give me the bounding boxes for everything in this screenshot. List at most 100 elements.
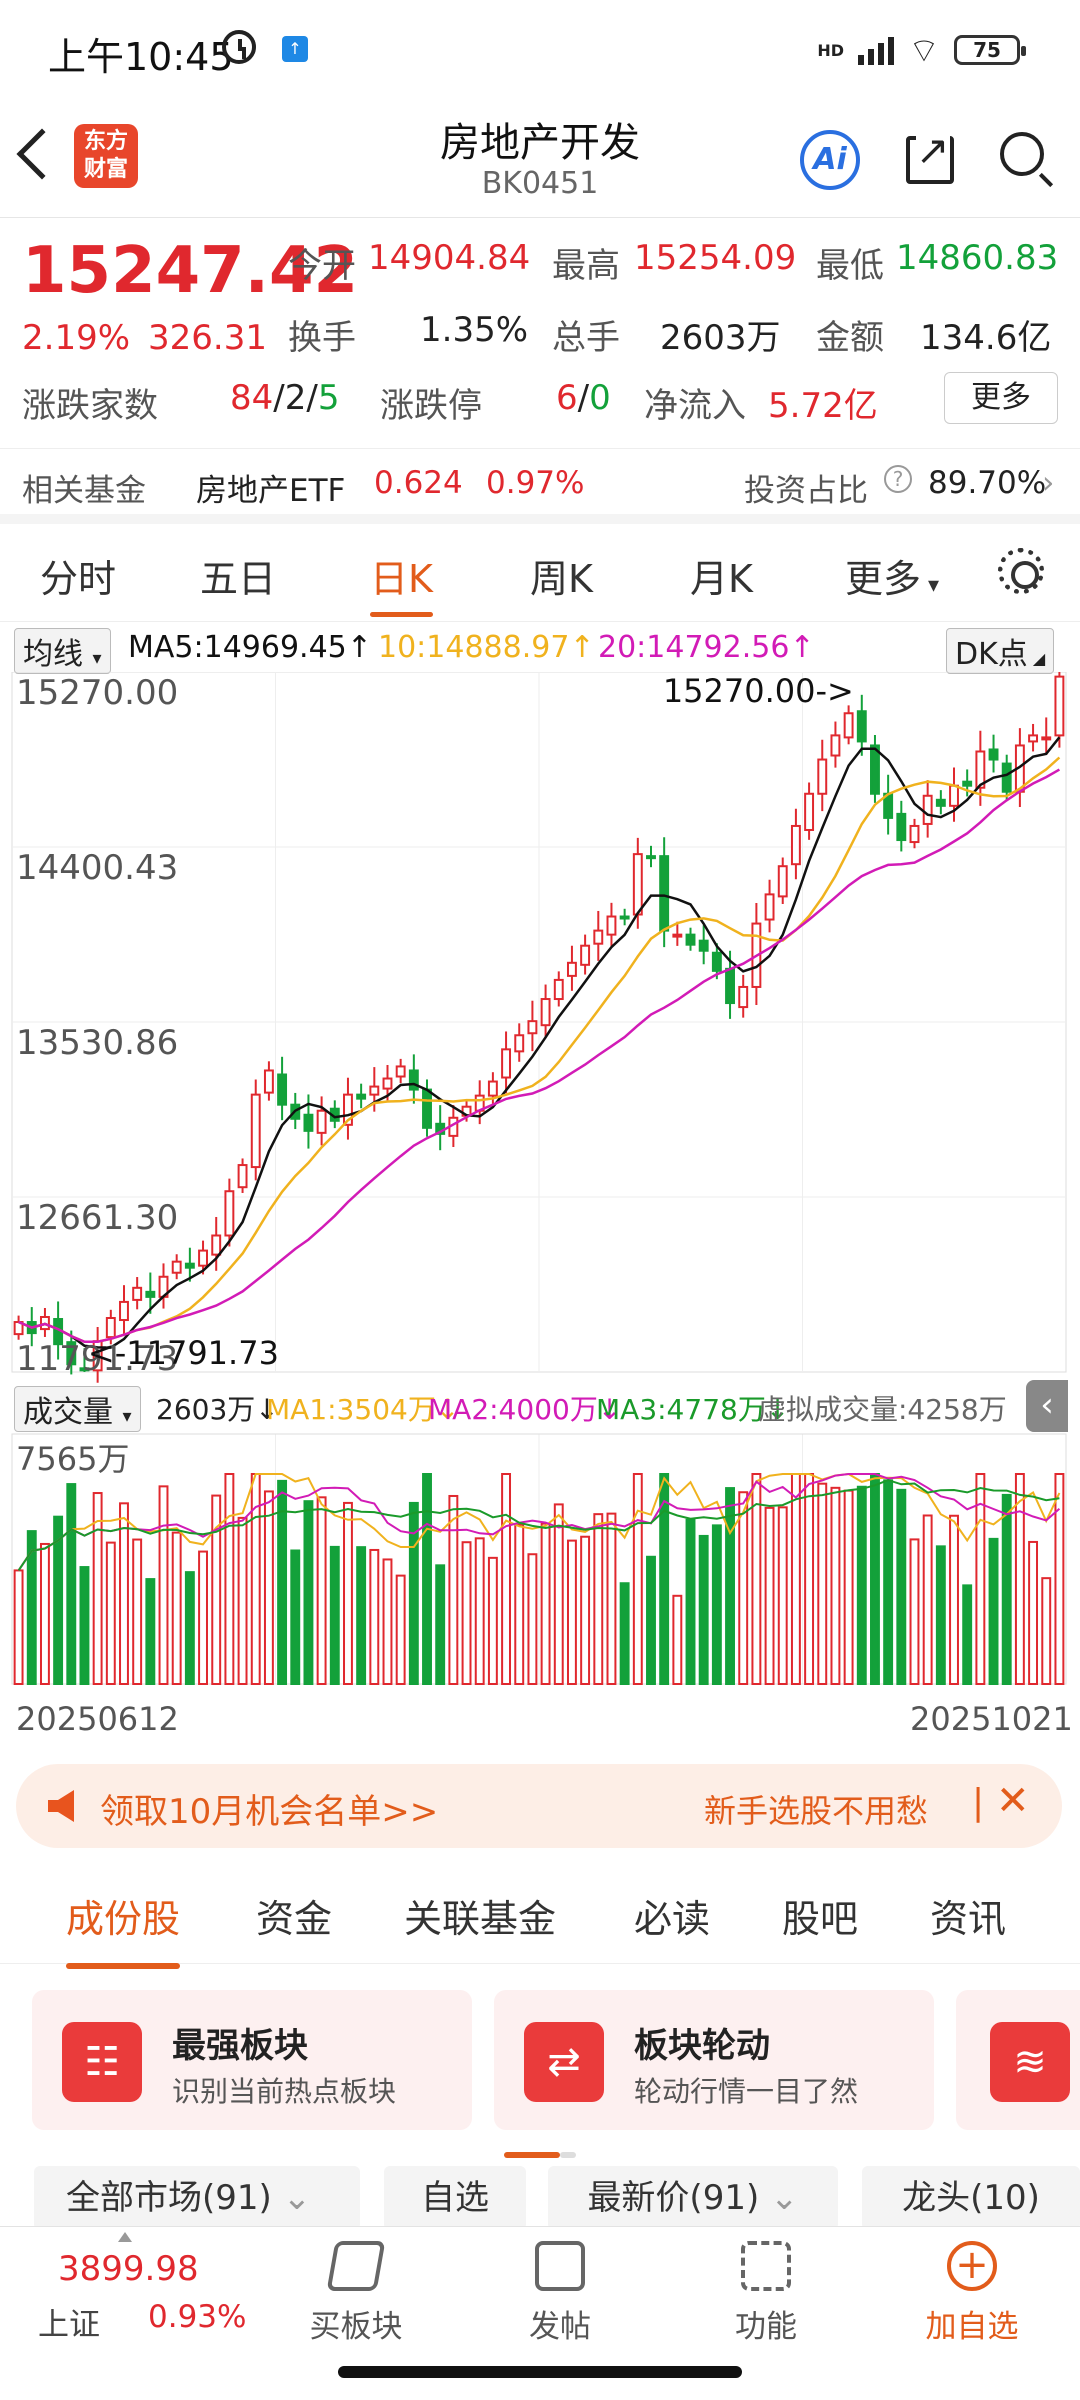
related-fund-row[interactable]: 相关基金 房地产ETF 0.624 0.97% 投资占比 ? 89.70% › xyxy=(0,448,1080,524)
candle-body xyxy=(896,812,907,842)
nav-label: 发帖 xyxy=(529,2309,591,2345)
candle-body xyxy=(922,794,933,825)
filter-leaders[interactable]: 龙头(10) xyxy=(862,2166,1080,2230)
tab-funds-flow[interactable]: 资金 xyxy=(256,1897,333,1941)
tab-daily-k[interactable]: 日K xyxy=(370,548,433,617)
volume-bar xyxy=(408,1501,419,1685)
tab-constituents[interactable]: 成份股 xyxy=(66,1888,181,1969)
low-label: 最低 xyxy=(816,246,884,286)
open-value: 14904.84 xyxy=(368,238,531,278)
chevron-down-icon: ⌄ xyxy=(282,2178,312,2218)
volume-bar xyxy=(119,1502,129,1685)
volume-bar xyxy=(843,1489,854,1685)
volume-bar xyxy=(922,1514,933,1686)
nav-buy-sector[interactable]: 买板块 xyxy=(286,2241,426,2346)
volume-selector-label: 成交量 xyxy=(23,1395,113,1430)
tab-intraday[interactable]: 分时 xyxy=(40,557,117,601)
volume-tick-label: 7565万 xyxy=(16,1440,129,1478)
filter-market[interactable]: 全部市场(91) ⌄ xyxy=(34,2166,360,2230)
nav-functions[interactable]: 功能 xyxy=(696,2241,836,2346)
tab-related-funds[interactable]: 关联基金 xyxy=(404,1897,557,1941)
volume-panel-frame xyxy=(11,1433,1067,1685)
tab-news[interactable]: 资讯 xyxy=(930,1897,1007,1941)
volume-bar xyxy=(13,1569,24,1686)
volume-bar xyxy=(474,1537,485,1685)
tab-weekly-k[interactable]: 周K xyxy=(530,557,593,601)
vol-ma2-line xyxy=(17,1473,1061,1571)
ai-assistant-button[interactable]: Ai xyxy=(800,130,860,190)
battery-icon: 75 xyxy=(954,35,1026,65)
settings-icon[interactable] xyxy=(998,548,1044,594)
content-tabs: 成份股 资金 关联基金 必读 股吧 资讯 xyxy=(0,1864,1080,1969)
more-button[interactable]: 更多 xyxy=(944,372,1058,424)
notification-icon: ↑ xyxy=(282,36,308,62)
close-icon[interactable]: ✕ xyxy=(996,1778,1030,1824)
volume-bar xyxy=(646,1555,656,1686)
max-price-label: 15270.00-> xyxy=(663,672,854,710)
y-tick-label: 14400.43 xyxy=(16,848,178,888)
volume-bar xyxy=(39,1542,50,1685)
volume-bar xyxy=(26,1530,37,1685)
index-price[interactable]: 3899.98 xyxy=(58,2249,199,2289)
tab-five-day[interactable]: 五日 xyxy=(200,557,277,601)
candle-body xyxy=(132,1286,143,1301)
limit-label: 涨跌停 xyxy=(380,386,482,426)
last-price: 15247.42 xyxy=(22,234,359,308)
candle-body xyxy=(1001,762,1012,793)
filter-watchlist[interactable]: 自选 xyxy=(384,2166,526,2230)
volume-bar xyxy=(316,1496,327,1685)
volume-bar xyxy=(171,1531,182,1686)
dk-point-selector[interactable]: DK点 ◢ xyxy=(946,628,1055,674)
caret-down-icon: ▾ xyxy=(921,573,940,598)
nav-post[interactable]: 发帖 xyxy=(490,2241,630,2346)
tab-more[interactable]: 更多 ▾ xyxy=(845,548,939,603)
nav-add-watchlist[interactable]: + 加自选 xyxy=(902,2241,1042,2346)
fund-name[interactable]: 房地产ETF xyxy=(196,473,346,509)
card-partial[interactable]: ≋ xyxy=(956,1990,1080,2130)
ma5-text: MA5:14969.45 xyxy=(128,630,347,665)
volume-bar xyxy=(343,1501,353,1685)
volume-bar xyxy=(224,1473,235,1685)
change-percent: 2.19% xyxy=(22,318,131,358)
banner-text[interactable]: 领取10月机会名单>> xyxy=(100,1792,439,1832)
caret-up-icon xyxy=(118,2227,132,2242)
search-icon[interactable] xyxy=(1000,132,1044,176)
candle-body xyxy=(725,967,735,1005)
collapse-panel-button[interactable]: ‹ xyxy=(1026,1380,1068,1432)
candle-body xyxy=(66,1341,77,1366)
candle-body xyxy=(211,1234,222,1256)
volume-bar xyxy=(790,1473,801,1685)
candle-body xyxy=(975,750,986,789)
low-value: 14860.83 xyxy=(896,238,1059,278)
tab-forum[interactable]: 股吧 xyxy=(782,1897,859,1941)
fund-percent: 0.97% xyxy=(486,465,585,501)
volume-bar xyxy=(487,1556,498,1686)
breadth-values: 84/2/5 xyxy=(230,378,340,418)
volume-bar xyxy=(1001,1493,1012,1685)
volume-bar xyxy=(738,1491,749,1685)
candle-body xyxy=(632,853,643,916)
tab-must-read[interactable]: 必读 xyxy=(634,1897,711,1941)
candlestick-chart[interactable]: 15270.00 14400.43 13530.86 12661.30 11791.73… xyxy=(0,672,1080,1702)
tab-monthly-k[interactable]: 月K xyxy=(690,557,753,601)
ma-selector[interactable]: 均线 ▾ xyxy=(14,628,111,674)
volume-bar xyxy=(211,1494,222,1686)
share-icon[interactable] xyxy=(906,128,954,184)
candle-body xyxy=(1028,734,1039,743)
candle-body xyxy=(566,961,577,977)
filter-latest-price[interactable]: 最新价(91) ⌄ xyxy=(548,2166,838,2230)
volume-value: 2603万 xyxy=(660,318,781,358)
volume-bar xyxy=(1014,1473,1025,1685)
candle-body xyxy=(316,1109,327,1134)
candle-body xyxy=(198,1249,208,1267)
candle-body xyxy=(540,998,551,1027)
help-icon[interactable]: ? xyxy=(884,465,912,493)
high-label: 最高 xyxy=(552,246,620,286)
period-tabs: 分时 五日 日K 周K 月K 更多 ▾ xyxy=(0,530,1080,622)
card-strongest-sector[interactable]: ☷ 最强板块 识别当前热点板块 xyxy=(32,1990,472,2130)
promo-banner[interactable]: 领取10月机会名单>> 新手选股不用愁 | ✕ xyxy=(16,1764,1062,1848)
card-sector-rotation[interactable]: ⇄ 板块轮动 轮动行情一目了然 xyxy=(494,1990,934,2130)
candle-body xyxy=(224,1190,235,1237)
volume-selector[interactable]: 成交量 ▾ xyxy=(14,1386,141,1432)
volume-bar xyxy=(1041,1577,1052,1685)
